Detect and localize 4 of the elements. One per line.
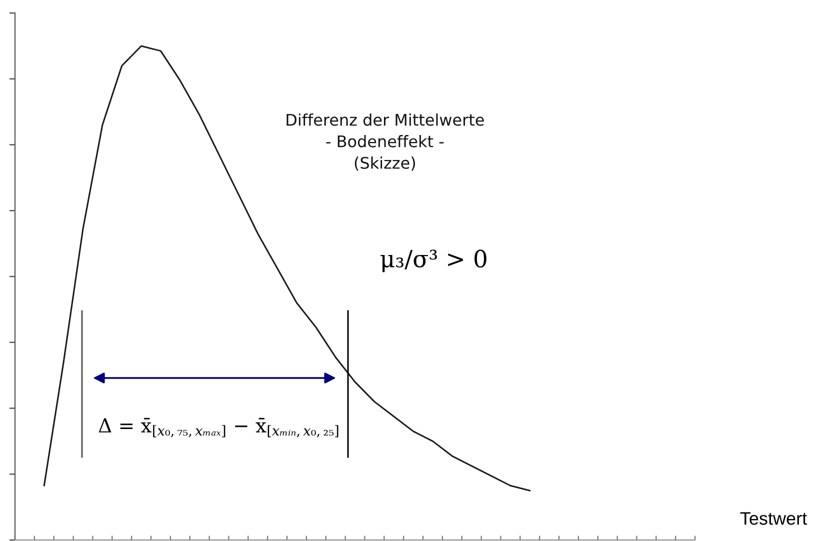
annotation: μ₃/σ³ > 0 — [380, 250, 486, 272]
x-axis-title: Testwert — [740, 512, 807, 525]
text: Differenz der Mittelwerte - Bodeneffekt - (Skizze) — [286, 113, 484, 171]
annotation: Δ = x̄$_{[x₀,₇₅,xₘₐₓ]}$ − x̄$_{[xₘᵢₙ,x₀,₂₅]}$ — [98, 418, 338, 438]
